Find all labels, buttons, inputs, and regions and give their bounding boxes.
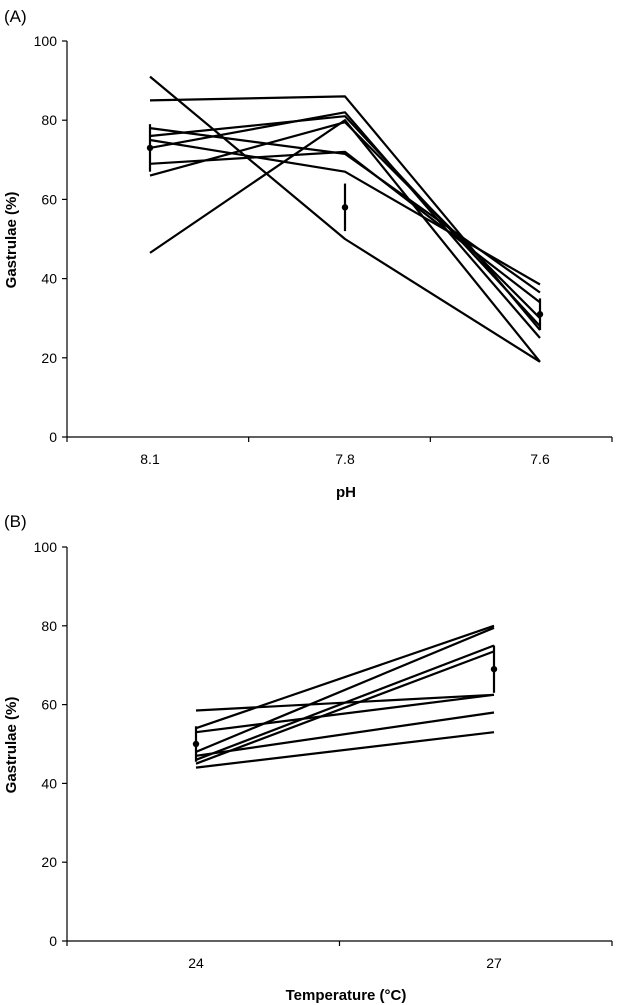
panel-b-y-axis-title: Gastrulae (%)	[3, 697, 20, 794]
panel-b-series-line-7	[195, 650, 495, 765]
panel-a-chart: (A) Gastrulae (%) pH 0 20 40 60 80 100 8.1 7.8 7…	[3, 7, 613, 501]
panel-b-series-line-4	[195, 626, 495, 753]
panel-a-y-tick-label: 20	[41, 350, 57, 366]
panel-b-series-line-5	[195, 711, 495, 757]
panel-b-x-tick-label: 27	[486, 955, 502, 971]
panel-b-y-tick-label: 20	[41, 854, 57, 870]
panel-a-series-line-9	[149, 138, 541, 286]
panel-a-series-line-8	[149, 121, 541, 319]
panel-a-series-line-1	[149, 75, 541, 363]
panel-a-x-tick-label: 7.8	[335, 451, 355, 467]
panel-b-y-tick-label: 40	[41, 775, 57, 791]
panel-b-series-line-2	[195, 624, 495, 730]
panel-a-mean-point	[146, 144, 154, 152]
panel-a-series-line-3	[149, 119, 541, 363]
panel-b-x-axis-title: Temperature (°C)	[286, 987, 407, 1004]
panel-b-y-tick-label: 60	[41, 697, 57, 713]
panel-b-series-line-8	[195, 731, 495, 769]
panel-b-y-tick-label: 100	[34, 539, 58, 555]
panel-a-y-axis-title: Gastrulae (%)	[3, 192, 20, 289]
panel-a-label: (A)	[4, 7, 27, 26]
panel-a-y-tick-label: 40	[41, 271, 57, 287]
panel-a-y-tick-label: 60	[41, 191, 57, 207]
panel-a-y-tick-label: 100	[34, 33, 58, 49]
panel-b-label: (B)	[4, 512, 27, 531]
panel-a-y-tick-label: 0	[49, 429, 57, 445]
panel-b-y-tick-label: 0	[49, 933, 57, 949]
panel-b-chart: (B) Gastrulae (%) Temperature (°C) 0 20 40…	[3, 512, 613, 1004]
panel-a-series-line-5	[149, 115, 541, 327]
panel-a-y-tick-label: 80	[41, 112, 57, 128]
panel-a-x-tick-label: 7.6	[530, 451, 550, 467]
panel-b-series-line-3	[195, 693, 495, 734]
panel-b-mean-point	[490, 665, 498, 673]
panel-a-series-line-6	[149, 111, 541, 339]
panel-b-mean-point	[192, 740, 200, 748]
panel-a-x-axis-title: pH	[336, 484, 356, 501]
panel-b-x-tick-label: 24	[188, 955, 204, 971]
panel-b-y-tick-label: 80	[41, 618, 57, 634]
panel-b-series-line-6	[195, 644, 495, 761]
panel-a-x-tick-label: 8.1	[140, 451, 160, 467]
panel-a-mean-point	[536, 311, 544, 318]
panel-a-mean-point	[341, 204, 349, 211]
